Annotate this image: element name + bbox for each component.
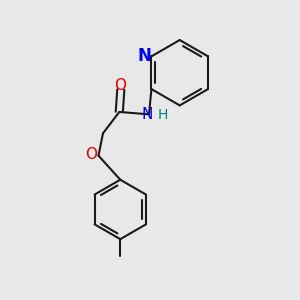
Text: O: O [114,78,126,93]
Text: O: O [85,147,97,162]
Text: H: H [157,108,168,122]
Text: N: N [142,107,153,122]
Text: N: N [138,47,152,65]
